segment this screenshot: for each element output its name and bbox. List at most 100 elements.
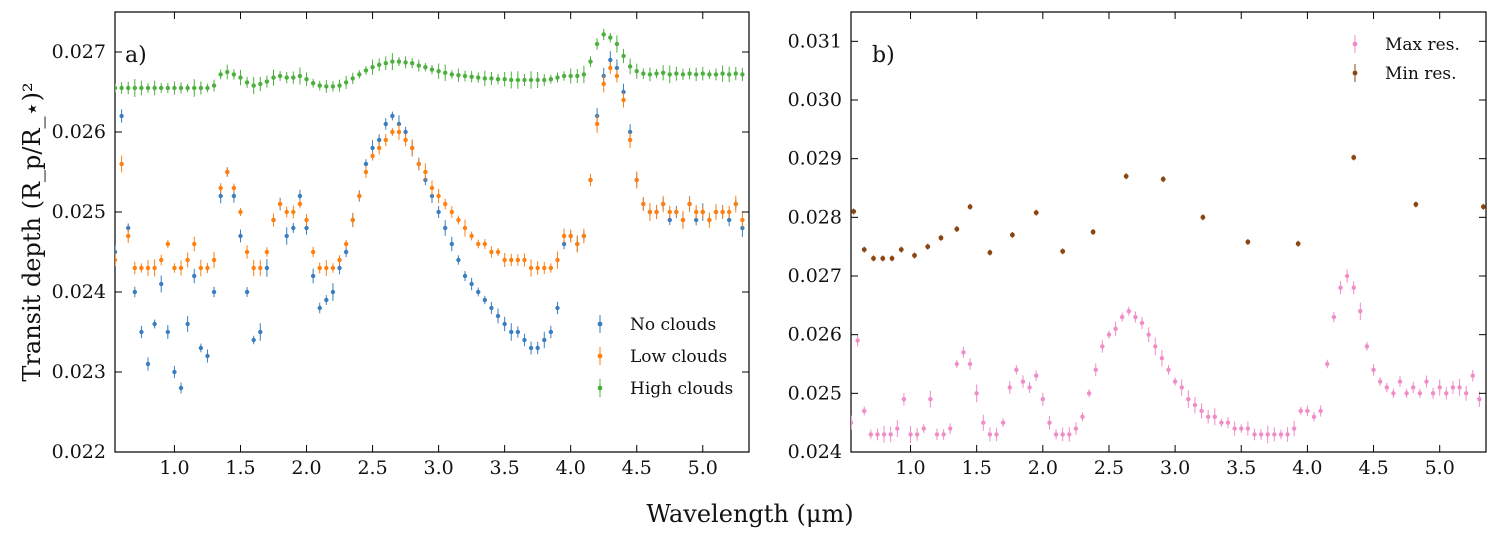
panel-a-frame (114, 11, 750, 453)
data-point (1014, 367, 1019, 373)
data-point (693, 209, 699, 215)
data-point (667, 209, 672, 215)
data-point (555, 305, 560, 311)
data-point (1413, 202, 1419, 207)
data-point (115, 85, 118, 91)
data-point (967, 204, 973, 210)
data-point (1200, 214, 1206, 220)
data-point (1450, 385, 1456, 390)
data-point (502, 77, 507, 82)
data-point (489, 305, 494, 311)
data-point (1000, 420, 1006, 425)
data-point (542, 265, 547, 271)
data-point (1166, 367, 1171, 373)
panel-a-y-tick-label: 0.022 (52, 441, 106, 463)
data-point (726, 72, 732, 77)
data-point (548, 265, 554, 271)
data-point (568, 233, 573, 239)
panel-b-x-tick-label: 5.0 (1425, 457, 1455, 479)
data-point (700, 71, 705, 76)
panel-b-ticks: 1.0 1.5 2.0 2.5 3.0 3.5 4.0 4.5 5.0 0.024 0.025 0.0… (788, 12, 1486, 479)
series-low-clouds (115, 61, 745, 277)
data-point (700, 209, 705, 215)
data-point (165, 241, 171, 247)
legend-label: High clouds (630, 379, 733, 399)
data-point (1344, 273, 1350, 279)
data-point (310, 81, 316, 86)
data-point (284, 233, 289, 239)
data-point (641, 201, 646, 207)
data-point (954, 361, 960, 367)
legend-marker (1352, 70, 1358, 76)
panel-a-y-tick-label: 0.026 (52, 121, 106, 143)
data-point (1199, 408, 1204, 414)
panel-b-x-tick-label: 2.5 (1094, 457, 1124, 479)
data-point (588, 177, 593, 183)
data-point (383, 121, 388, 127)
data-point (152, 265, 157, 271)
data-point (429, 67, 435, 72)
data-point (1318, 408, 1323, 414)
data-point (627, 64, 633, 69)
data-point (1033, 210, 1039, 216)
data-point (297, 193, 303, 199)
data-point (115, 249, 118, 255)
data-point (178, 265, 184, 271)
data-point (449, 241, 455, 247)
data-point (198, 345, 204, 351)
panel-b-x-tick-label: 3.5 (1226, 457, 1256, 479)
data-point (1040, 397, 1046, 402)
data-point (429, 193, 435, 199)
data-point (912, 253, 917, 258)
panel-a-y-tick-label: 0.024 (52, 281, 106, 303)
data-point (139, 85, 144, 91)
data-point (1397, 379, 1403, 384)
data-point (1252, 432, 1257, 437)
data-point (707, 217, 712, 223)
data-point (1463, 391, 1469, 396)
data-point (1239, 426, 1244, 431)
data-point (614, 73, 620, 79)
data-point (881, 432, 887, 437)
data-point (383, 137, 388, 143)
data-point (185, 321, 190, 327)
data-point (1179, 385, 1184, 390)
data-point (601, 32, 606, 37)
data-point (271, 75, 276, 80)
data-point (324, 265, 329, 271)
data-point (733, 201, 738, 207)
data-point (1351, 285, 1356, 290)
data-point (264, 249, 270, 255)
data-point (343, 241, 349, 247)
data-point (726, 209, 732, 215)
series-no-clouds (115, 51, 745, 394)
data-point (132, 265, 138, 271)
data-point (396, 121, 402, 127)
data-point (535, 345, 540, 351)
data-point (1278, 432, 1284, 437)
data-point (687, 201, 692, 207)
data-point (489, 249, 494, 255)
data-point (416, 63, 421, 68)
data-point (515, 329, 521, 335)
data-point (231, 185, 237, 191)
data-point (423, 65, 428, 70)
legend-label: Max res. (1385, 35, 1460, 55)
data-point (855, 338, 860, 343)
data-point (1146, 332, 1151, 337)
data-point (1358, 309, 1363, 314)
data-point (443, 70, 448, 76)
data-point (297, 201, 303, 207)
data-point (1424, 379, 1429, 384)
data-point (961, 350, 966, 355)
data-point (132, 289, 138, 295)
panel-a-x-tick-label: 3.0 (423, 457, 453, 479)
data-point (172, 85, 177, 91)
data-point (337, 265, 342, 271)
data-point (660, 70, 666, 76)
data-point (271, 217, 276, 223)
data-point (1225, 420, 1231, 425)
data-point (238, 75, 243, 80)
data-point (476, 241, 481, 247)
